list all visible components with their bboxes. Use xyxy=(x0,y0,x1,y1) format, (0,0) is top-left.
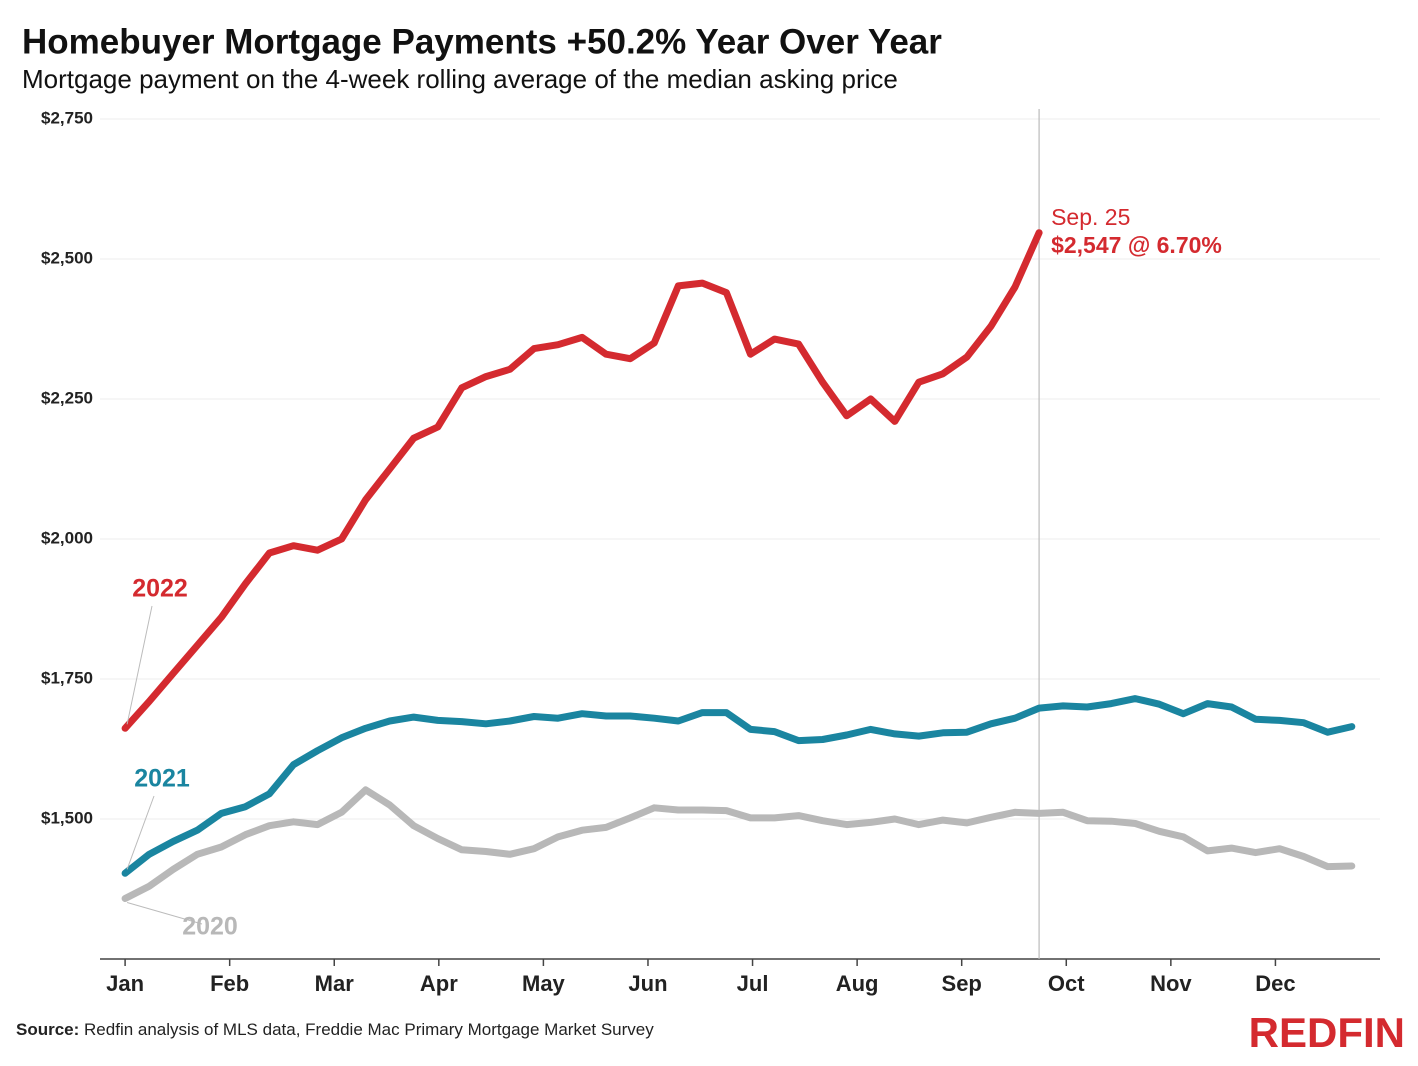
x-tick-label: Dec xyxy=(1255,971,1295,996)
x-tick-label: Sep xyxy=(942,971,982,996)
x-tick-label: May xyxy=(522,971,566,996)
label-leader xyxy=(126,605,153,725)
y-tick-label: $2,250 xyxy=(41,388,93,407)
chart-title: Homebuyer Mortgage Payments +50.2% Year … xyxy=(22,22,942,61)
source: Source: Redfin analysis of MLS data, Fre… xyxy=(16,1020,654,1039)
series-line xyxy=(121,786,1356,902)
y-tick-label: $1,500 xyxy=(41,808,93,827)
y-tick-label: $1,750 xyxy=(41,668,93,687)
series-line xyxy=(121,229,1043,732)
series-line xyxy=(121,695,1356,877)
source-label: Source: xyxy=(16,1020,79,1039)
x-tick-label: Aug xyxy=(836,971,879,996)
series-label: 2020 xyxy=(182,913,238,941)
x-tick-label: Jan xyxy=(106,971,144,996)
source-text: Redfin analysis of MLS data, Freddie Mac… xyxy=(84,1020,654,1039)
annotation: Sep. 25 xyxy=(1051,204,1130,230)
x-tick-label: Nov xyxy=(1150,971,1192,996)
y-tick-label: $2,750 xyxy=(41,108,93,127)
x-tick-label: Jul xyxy=(737,971,769,996)
x-tick-label: Feb xyxy=(210,971,249,996)
label-leader xyxy=(126,902,203,925)
x-tick-label: Jun xyxy=(628,971,667,996)
x-tick-label: Oct xyxy=(1048,971,1085,996)
x-tick-label: Mar xyxy=(315,971,355,996)
annotation: $2,547 @ 6.70% xyxy=(1051,232,1222,258)
y-tick-label: $2,000 xyxy=(41,528,93,547)
series-label: 2022 xyxy=(132,575,188,603)
logo: REDFIN xyxy=(1249,1009,1405,1056)
series-label: 2021 xyxy=(134,765,190,793)
y-tick-label: $2,500 xyxy=(41,248,93,267)
label-leader xyxy=(126,795,155,870)
x-tick-label: Apr xyxy=(420,971,458,996)
chart-subtitle: Mortgage payment on the 4-week rolling a… xyxy=(22,64,898,94)
